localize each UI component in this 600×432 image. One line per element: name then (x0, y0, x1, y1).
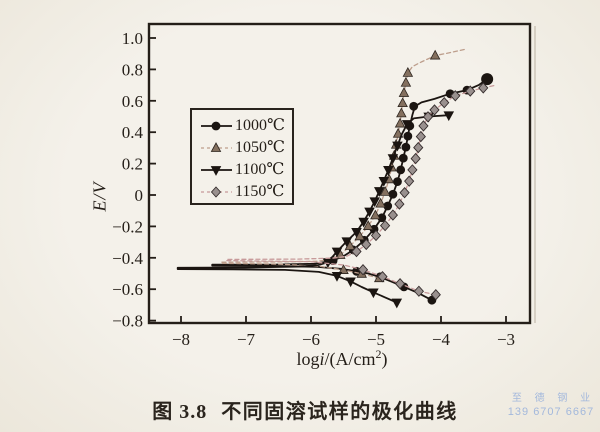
legend-entry-1100: 1100℃ (198, 159, 288, 181)
legend-entry-1050: 1050℃ (198, 137, 288, 159)
triangle-up-marker-icon (198, 140, 235, 156)
legend-label: 1000℃ (235, 117, 285, 134)
legend-entry-1150: 1150℃ (198, 181, 288, 203)
y-tick-label: −0.6 (112, 280, 143, 299)
x-axis-title: logi/(A/cm2) (296, 347, 388, 369)
y-tick-label: 0.6 (122, 92, 143, 111)
y-tick-label: −0.8 (112, 312, 143, 331)
legend-entry-1000: 1000℃ (198, 115, 288, 137)
x-tick-label: −3 (497, 330, 515, 349)
circle-marker-icon (198, 118, 235, 134)
y-tick-label: −0.2 (112, 217, 143, 236)
x-tick-label: −6 (302, 330, 320, 349)
y-tick-label: 0 (135, 186, 144, 205)
x-tick-label: −5 (367, 330, 385, 349)
legend-label: 1100℃ (235, 161, 285, 178)
y-axis-title: E/V (89, 181, 110, 212)
x-tick-label: −4 (432, 330, 451, 349)
figure-number: 图 3.8 (152, 401, 208, 423)
triangle-down-marker-icon (198, 162, 235, 178)
legend-box: 1000℃ 1050℃ 1100℃ 1150℃ (190, 108, 294, 205)
watermark-phone: 139 6707 6667 (507, 406, 595, 418)
legend-label: 1150℃ (235, 183, 285, 200)
series-1150℃ (225, 82, 496, 301)
axis-ticks (149, 37, 507, 323)
figure-caption-text: 不同固溶试样的极化曲线 (221, 401, 458, 423)
y-tick-label: 0.8 (122, 60, 143, 79)
axis-tick-labels: −8 −7 −6 −5 −4 −3 1.0 0.8 0.6 0.4 0.2 0 −0.2 −0.4 −0.6… (112, 29, 515, 349)
y-tick-label: 0.4 (122, 123, 144, 142)
y-tick-label: 1.0 (122, 29, 143, 48)
plot-frame (147, 22, 532, 325)
x-tick-label: −8 (172, 330, 190, 349)
watermark: 至 德 钢 业 139 6707 6667 (503, 393, 599, 418)
figure-caption: 图 3.8 不同固溶试样的极化曲线 (120, 395, 490, 424)
legend-label: 1050℃ (235, 139, 285, 156)
y-tick-label: −0.4 (112, 249, 143, 268)
watermark-company: 至 德 钢 业 (511, 393, 596, 404)
x-tick-label: −7 (237, 330, 256, 349)
y-tick-label: 0.2 (122, 155, 143, 174)
diamond-marker-icon (198, 184, 235, 200)
